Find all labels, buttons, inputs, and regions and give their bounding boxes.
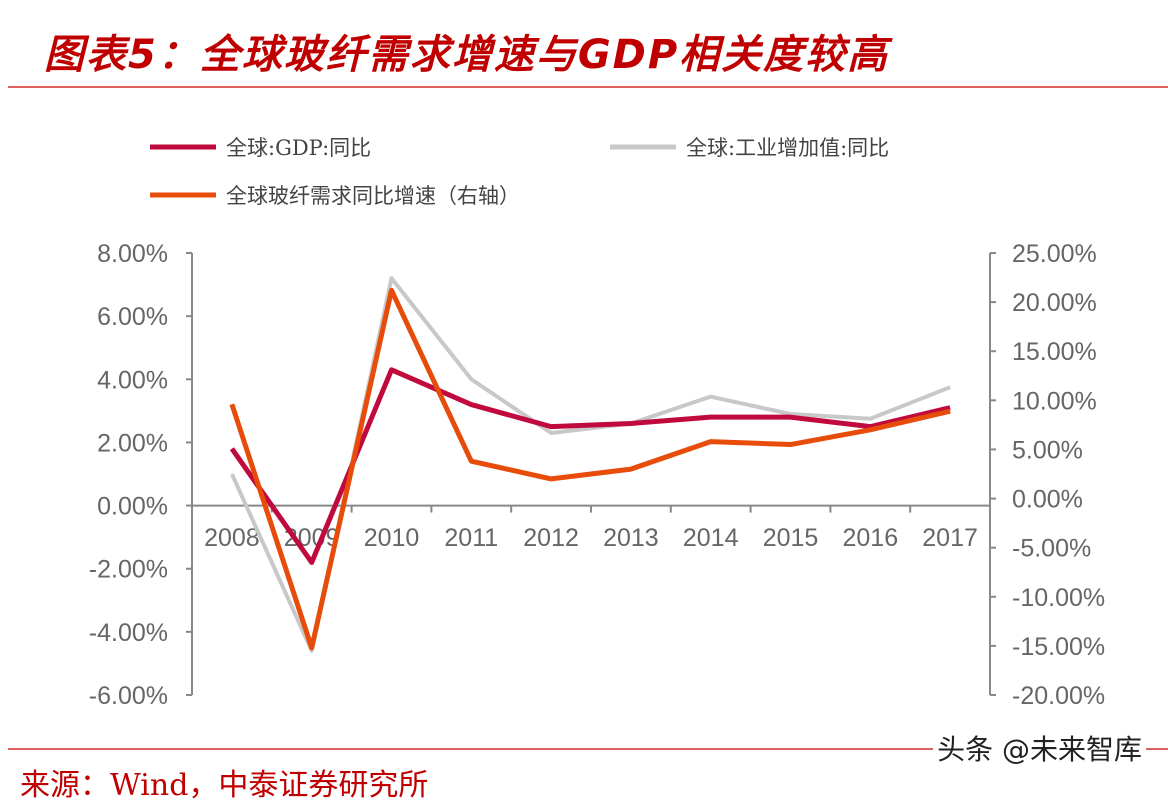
legend-label: 全球:GDP:同比 <box>226 136 371 160</box>
chart-title: 图表5：全球玻纤需求增速与GDP相关度较高 <box>44 32 890 78</box>
left-axis-tick-label: 0.00% <box>97 493 168 521</box>
right-axis-tick-label: 10.00% <box>1012 387 1097 415</box>
right-axis-tick-label: -5.00% <box>1012 535 1091 563</box>
series-line-industrial-value-added <box>230 276 951 653</box>
right-axis-tick-label: -15.00% <box>1012 633 1105 661</box>
right-axis-tick-label: -20.00% <box>1012 682 1105 710</box>
source-divider <box>8 748 1168 750</box>
right-axis-tick-label: 0.00% <box>1012 486 1083 514</box>
x-axis-tick-label: 2017 <box>922 524 978 552</box>
right-axis-tick-label: 25.00% <box>1012 240 1097 268</box>
left-axis-tick-label: 6.00% <box>97 303 168 331</box>
x-axis-tick-label: 2014 <box>683 524 739 552</box>
watermark: 头条 @未来智库 <box>933 728 1146 768</box>
left-axis-tick-label: 2.00% <box>97 429 168 457</box>
left-axis-tick-label: 4.00% <box>97 366 168 394</box>
x-axis-tick-label: 2008 <box>204 524 260 552</box>
legend-label: 全球玻纤需求同比增速（右轴） <box>226 184 520 208</box>
x-axis-tick-label: 2010 <box>364 524 420 552</box>
x-axis-tick-label: 2015 <box>763 524 819 552</box>
title-divider <box>8 86 1168 88</box>
x-axis-tick-label: 2013 <box>603 524 659 552</box>
left-axis-tick-label: 8.00% <box>97 240 168 268</box>
left-axis-tick-label: -4.00% <box>89 619 168 647</box>
x-axis-tick-label: 2012 <box>523 524 579 552</box>
right-axis-tick-label: 15.00% <box>1012 338 1097 366</box>
left-axis-tick-label: -2.00% <box>89 556 168 584</box>
series-line-glass-fiber-demand <box>229 287 951 651</box>
left-axis-tick-label: -6.00% <box>89 682 168 710</box>
right-axis-tick-label: -10.00% <box>1012 584 1105 612</box>
legend-label: 全球:工业增加值:同比 <box>686 136 889 160</box>
right-axis-tick-label: 5.00% <box>1012 436 1083 464</box>
x-axis-tick-label: 2016 <box>842 524 898 552</box>
x-axis-tick-label: 2011 <box>444 524 498 552</box>
right-axis-tick-label: 20.00% <box>1012 289 1097 317</box>
line-chart: 8.00% 6.00% 4.00% 2.00% 0.00% -2.00% -4.00% -6.… <box>89 136 1105 710</box>
